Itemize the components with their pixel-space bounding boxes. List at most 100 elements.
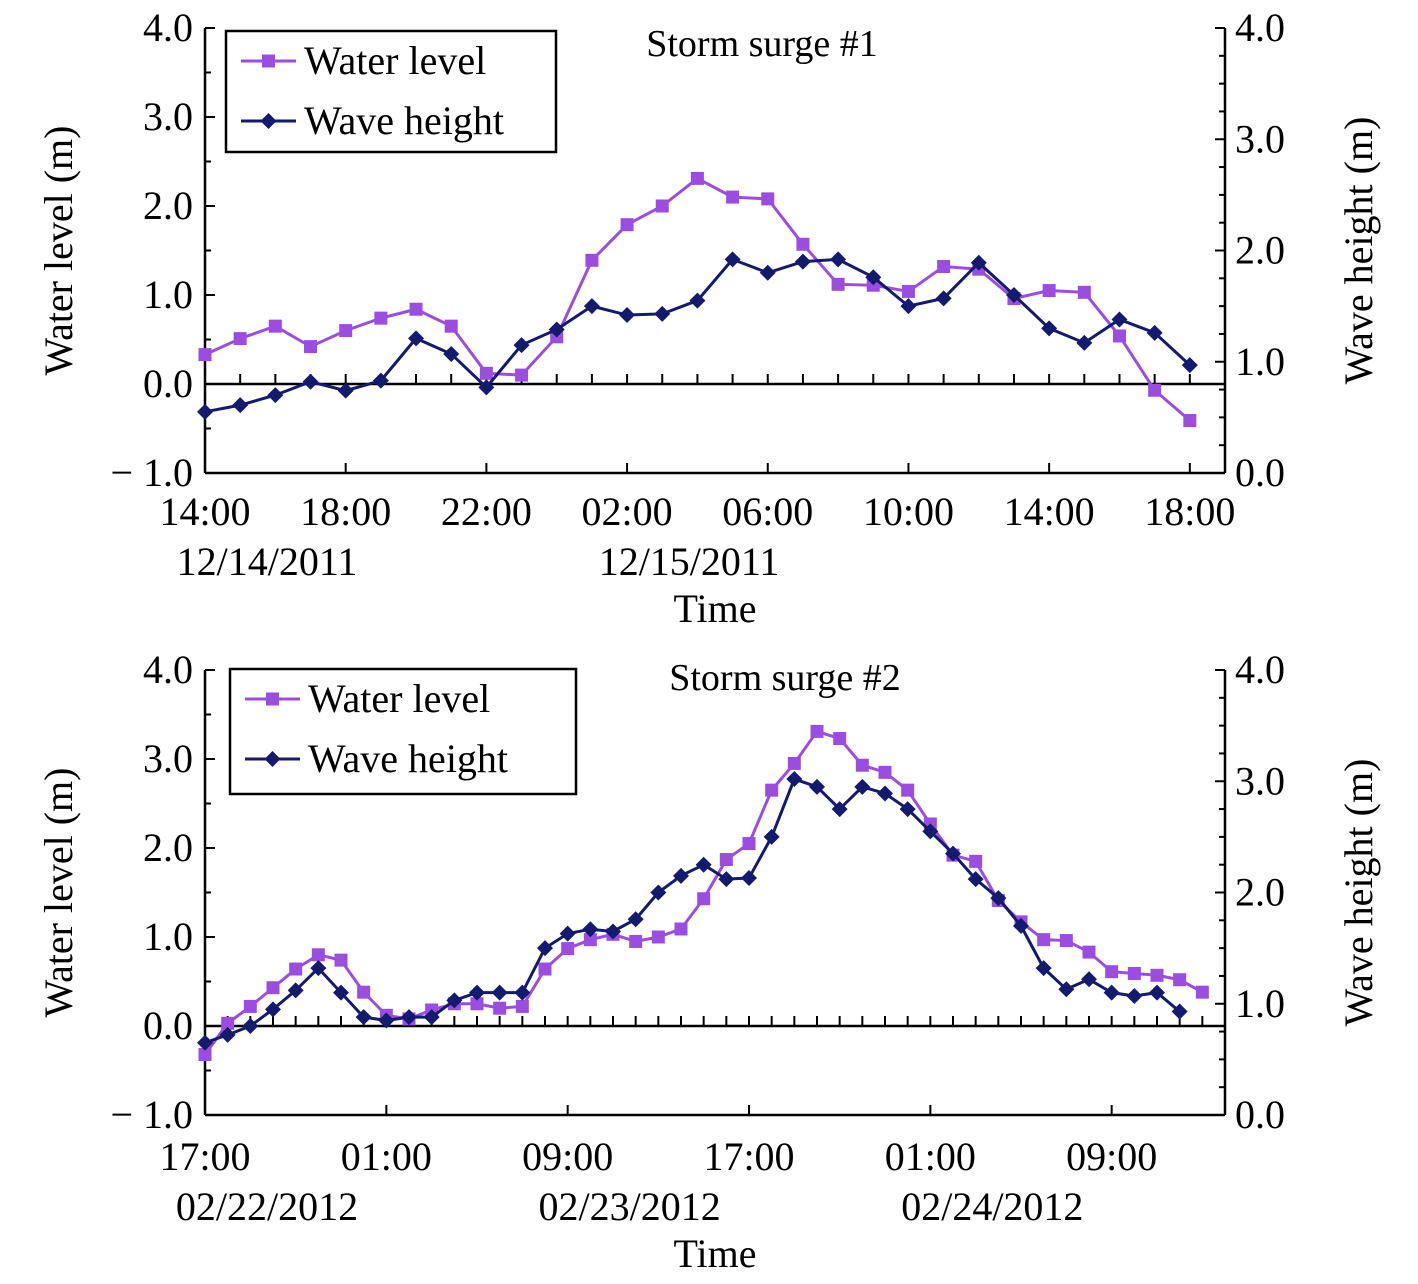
data-point xyxy=(470,997,484,1011)
legend-marker xyxy=(260,113,277,129)
data-point xyxy=(302,373,319,390)
data-point xyxy=(444,319,458,333)
data-point xyxy=(830,251,847,268)
data-point xyxy=(765,783,779,797)
data-point xyxy=(1112,329,1126,343)
data-point xyxy=(866,278,880,292)
series-wave-height xyxy=(197,771,1188,1051)
right-y-tick-label: 4.0 xyxy=(1235,5,1285,50)
x-tick-label: 01:00 xyxy=(885,1134,976,1179)
x-tick-label: 14:00 xyxy=(159,489,250,534)
data-point xyxy=(583,298,600,315)
data-point xyxy=(1076,334,1093,351)
data-point xyxy=(655,199,669,213)
left-y-tick-label: 4.0 xyxy=(143,647,193,692)
data-point xyxy=(233,332,247,346)
legend-label: Water level xyxy=(308,676,490,721)
data-point xyxy=(1037,933,1051,947)
data-point xyxy=(583,933,597,947)
data-point xyxy=(674,922,688,936)
data-point xyxy=(1005,287,1022,303)
data-point xyxy=(265,1001,281,1018)
data-point xyxy=(401,1009,417,1026)
right-y-tick-label: 3.0 xyxy=(1235,758,1285,803)
data-point xyxy=(493,1001,507,1015)
data-point xyxy=(304,340,318,354)
data-point xyxy=(561,942,575,956)
legend: Water level Wave height xyxy=(224,29,558,154)
data-point xyxy=(197,403,213,420)
data-point xyxy=(809,778,825,795)
data-point xyxy=(831,801,848,818)
data-point xyxy=(443,345,460,362)
x-tick-label: 18:00 xyxy=(1144,489,1235,534)
right-y-tick-label: 1.0 xyxy=(1235,981,1285,1026)
data-point xyxy=(629,934,643,948)
x-axis-label: Time xyxy=(673,1231,756,1276)
data-point xyxy=(719,853,733,867)
data-point xyxy=(198,1047,212,1061)
data-point xyxy=(1105,965,1119,979)
data-point xyxy=(310,960,327,977)
data-point xyxy=(1127,966,1141,980)
right-y-tick-label: 1.0 xyxy=(1235,339,1285,384)
data-point xyxy=(810,724,824,738)
data-point xyxy=(937,260,951,274)
data-point xyxy=(854,778,871,795)
data-point xyxy=(513,337,530,354)
legend-item: Wave height xyxy=(245,736,508,781)
legend-label: Water level xyxy=(304,38,486,83)
x-tick-label: 22:00 xyxy=(441,489,532,534)
data-point xyxy=(900,298,917,315)
data-point xyxy=(374,311,388,325)
data-point xyxy=(423,1009,440,1026)
data-point xyxy=(491,984,508,1001)
data-point xyxy=(718,871,735,888)
x-tick-label: 06:00 xyxy=(722,489,813,534)
data-point xyxy=(877,785,893,802)
data-point xyxy=(1041,320,1058,337)
data-point xyxy=(1171,1003,1188,1020)
legend-marker xyxy=(264,751,281,767)
data-point xyxy=(515,999,529,1013)
chart-panel-2: − 1.0 0.0 1.0 2.0 3.0 4.0 0.0 1.0 2.0 3.0 4.0 17:00… xyxy=(36,647,1381,1276)
data-point xyxy=(266,981,280,995)
data-point xyxy=(548,321,565,338)
legend-label: Wave height xyxy=(308,736,508,781)
legend-label: Wave height xyxy=(304,98,504,143)
right-y-tick-label: 4.0 xyxy=(1235,647,1285,692)
left-y-tick-label: 0.0 xyxy=(143,1003,193,1048)
data-point xyxy=(514,984,531,1001)
data-point xyxy=(267,387,284,404)
data-point xyxy=(268,319,282,333)
data-point xyxy=(695,856,712,873)
data-point xyxy=(232,397,249,414)
data-point xyxy=(479,366,493,380)
data-point xyxy=(726,190,740,204)
legend-item: Water level xyxy=(241,38,486,83)
left-y-tick-label: 1.0 xyxy=(143,272,193,317)
legend-item: Water level xyxy=(245,676,490,721)
x-tick-label: 09:00 xyxy=(1066,1134,1157,1179)
data-point xyxy=(1081,971,1097,988)
data-point xyxy=(1150,968,1164,982)
data-point xyxy=(289,962,303,976)
data-point xyxy=(585,253,599,267)
data-point xyxy=(855,758,869,772)
data-point xyxy=(945,845,961,862)
series-wave-height xyxy=(197,251,1198,420)
chart-panel-1: − 1.0 0.0 1.0 2.0 3.0 4.0 0.0 1.0 2.0 3.0 4.0 14:00… xyxy=(36,5,1381,631)
data-point xyxy=(409,302,423,316)
data-point xyxy=(311,948,325,962)
data-point xyxy=(1148,383,1162,397)
data-point xyxy=(619,307,636,324)
legend-box xyxy=(228,667,578,796)
left-y-axis-label: Water level (m) xyxy=(36,126,81,376)
x-tick-label: 18:00 xyxy=(300,489,391,534)
data-point xyxy=(1082,945,1096,959)
data-point xyxy=(786,771,803,788)
data-point xyxy=(355,1009,372,1026)
right-y-tick-label: 3.0 xyxy=(1235,116,1285,161)
data-point xyxy=(378,1012,395,1029)
data-point xyxy=(627,911,644,928)
